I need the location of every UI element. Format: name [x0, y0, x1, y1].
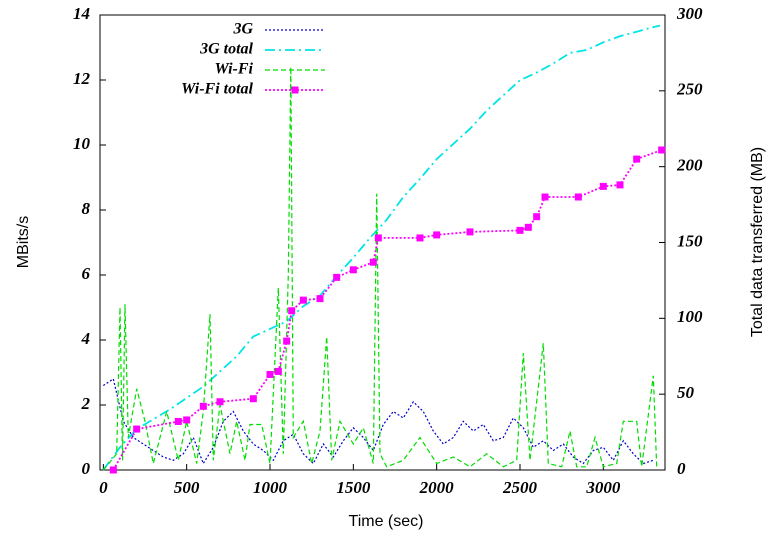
y2-tick-label: 100 — [677, 307, 703, 326]
legend-label: 3G total — [199, 41, 253, 58]
y2-tick-label: 50 — [677, 383, 695, 402]
point-marker — [574, 193, 582, 201]
x-tick-label: 0 — [99, 478, 108, 497]
point-marker — [533, 213, 541, 221]
y2-tick-label: 300 — [676, 4, 703, 23]
y-tick-label: 12 — [73, 69, 91, 88]
point-marker — [616, 181, 624, 189]
x-tick-label: 1500 — [336, 478, 371, 497]
point-marker — [349, 266, 357, 274]
point-marker — [466, 228, 474, 236]
y2-tick-label: 0 — [677, 459, 686, 478]
point-marker — [541, 193, 549, 201]
point-marker — [633, 155, 641, 163]
x-tick-label: 2500 — [502, 478, 538, 497]
y-tick-label: 0 — [82, 459, 91, 478]
point-marker — [274, 367, 282, 375]
legend-label: 3G — [232, 21, 253, 38]
point-marker — [183, 416, 191, 424]
y-tick-label: 10 — [73, 134, 91, 153]
y2-tick-label: 250 — [676, 80, 703, 99]
y2-axis-title: Total data transferred (MB) — [749, 147, 766, 337]
point-marker — [199, 402, 207, 410]
point-marker — [516, 226, 524, 234]
point-marker — [599, 182, 607, 190]
series-line — [102, 378, 654, 465]
legend-marker — [291, 86, 299, 94]
x-tick-label: 500 — [174, 478, 200, 497]
point-marker — [333, 273, 341, 281]
legend-label: Wi-Fi total — [181, 81, 253, 98]
point-marker — [299, 296, 307, 304]
point-marker — [658, 146, 666, 154]
legend-label: Wi-Fi — [214, 61, 253, 78]
point-marker — [109, 466, 117, 474]
point-marker — [249, 395, 257, 403]
y2-tick-label: 150 — [677, 231, 703, 250]
point-marker — [174, 417, 182, 425]
x-axis-title: Time (sec) — [349, 513, 424, 530]
point-marker — [416, 234, 424, 242]
series-line — [102, 24, 661, 471]
point-marker — [283, 337, 291, 345]
point-marker — [216, 398, 224, 406]
y2-tick-label: 200 — [676, 156, 703, 175]
point-marker — [133, 425, 141, 433]
y-tick-label: 2 — [81, 394, 91, 413]
y-tick-label: 6 — [82, 264, 91, 283]
y-tick-label: 4 — [81, 329, 91, 348]
x-tick-label: 3000 — [585, 478, 621, 497]
series-line — [102, 66, 658, 471]
x-tick-label: 2000 — [419, 478, 455, 497]
point-marker — [524, 223, 532, 231]
y-tick-label: 8 — [82, 199, 91, 218]
y-tick-label: 14 — [73, 4, 90, 23]
point-marker — [316, 295, 324, 303]
point-marker — [433, 231, 441, 239]
x-tick-label: 1000 — [253, 478, 288, 497]
point-marker — [369, 258, 377, 266]
point-marker — [266, 370, 274, 378]
point-marker — [374, 234, 382, 242]
point-marker — [288, 307, 296, 315]
y-axis-title: MBits/s — [15, 216, 32, 268]
